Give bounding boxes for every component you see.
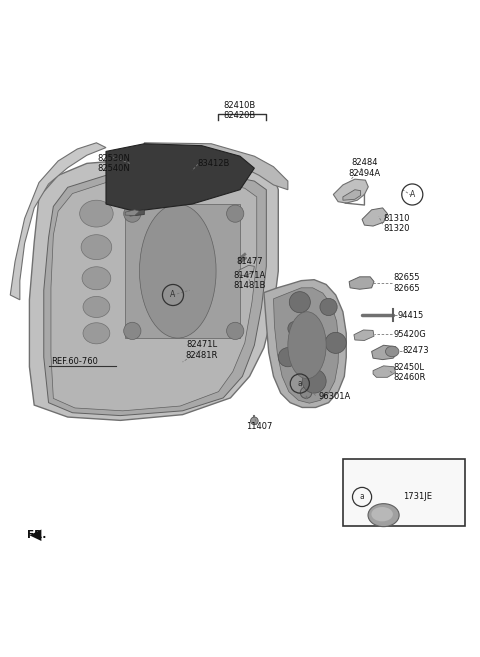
Text: REF.60-760: REF.60-760 [51,357,98,365]
Text: 82484
82494A: 82484 82494A [348,158,381,178]
Polygon shape [44,171,266,416]
Ellipse shape [82,267,111,290]
Polygon shape [29,158,278,420]
Polygon shape [362,208,387,226]
Ellipse shape [372,507,393,522]
Polygon shape [274,288,338,403]
Text: 83412B: 83412B [197,159,229,168]
Polygon shape [10,143,106,300]
FancyBboxPatch shape [343,459,465,526]
Circle shape [227,205,244,222]
Polygon shape [343,190,360,200]
Polygon shape [239,265,254,276]
Circle shape [227,323,244,340]
Polygon shape [354,330,374,340]
Ellipse shape [140,204,216,338]
Circle shape [300,387,312,398]
Polygon shape [349,277,374,289]
Circle shape [302,369,326,393]
Text: 81310
81320: 81310 81320 [384,214,410,233]
Polygon shape [51,179,257,411]
Text: 96301A: 96301A [319,392,351,401]
Circle shape [289,292,311,313]
Circle shape [124,205,141,222]
Text: 1731JE: 1731JE [403,493,432,501]
Ellipse shape [288,312,326,378]
Polygon shape [130,210,144,216]
Text: 82530N
82540N: 82530N 82540N [97,154,130,173]
Text: 94415: 94415 [398,311,424,319]
Circle shape [288,321,302,336]
Text: 11407: 11407 [246,422,272,431]
Ellipse shape [368,504,399,527]
Text: a: a [298,379,302,388]
Polygon shape [144,143,288,190]
Polygon shape [333,179,368,203]
Text: 81477: 81477 [236,257,263,266]
Ellipse shape [83,296,110,317]
Polygon shape [106,144,254,212]
Text: 82450L
82460R: 82450L 82460R [393,363,426,382]
Circle shape [325,332,346,353]
Ellipse shape [83,323,110,344]
Polygon shape [373,366,396,377]
Polygon shape [372,345,398,359]
Polygon shape [125,210,140,215]
Ellipse shape [81,235,112,260]
Polygon shape [125,204,240,338]
Text: 95420G: 95420G [393,330,426,339]
Text: 82410B
82420B: 82410B 82420B [224,101,256,120]
Circle shape [320,298,337,315]
Text: 81471A
81481B: 81471A 81481B [233,271,266,290]
Circle shape [278,348,298,367]
Text: A: A [409,190,415,199]
Text: A: A [170,290,176,300]
Polygon shape [264,280,346,407]
Circle shape [124,323,141,340]
Text: a: a [360,493,364,501]
Text: 82471L
82481R: 82471L 82481R [186,340,218,360]
Text: FR.: FR. [27,530,47,540]
Ellipse shape [385,346,399,357]
Circle shape [251,417,258,424]
Ellipse shape [80,200,113,227]
Text: 82473: 82473 [403,346,429,355]
Text: 82655
82665: 82655 82665 [393,273,420,293]
Polygon shape [29,530,41,541]
